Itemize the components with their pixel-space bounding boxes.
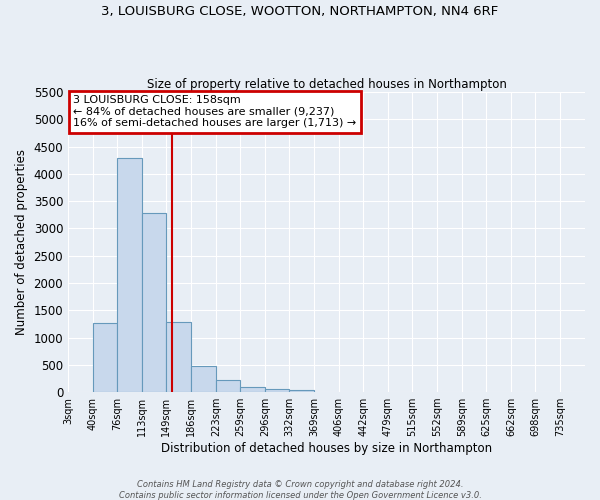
Bar [142,212,166,392]
Bar [93,323,117,392]
Bar [216,380,240,392]
Title: Size of property relative to detached houses in Northampton: Size of property relative to detached ho… [146,78,506,91]
Bar [289,390,314,392]
Text: 3, LOUISBURG CLOSE, WOOTTON, NORTHAMPTON, NN4 6RF: 3, LOUISBURG CLOSE, WOOTTON, NORTHAMPTON… [101,5,499,18]
Bar [265,390,289,392]
Bar [191,366,216,392]
Y-axis label: Number of detached properties: Number of detached properties [15,149,28,335]
Text: Contains HM Land Registry data © Crown copyright and database right 2024.
Contai: Contains HM Land Registry data © Crown c… [119,480,481,500]
Bar [117,158,142,392]
X-axis label: Distribution of detached houses by size in Northampton: Distribution of detached houses by size … [161,442,492,455]
Bar [166,322,191,392]
Bar [240,387,265,392]
Text: 3 LOUISBURG CLOSE: 158sqm
← 84% of detached houses are smaller (9,237)
16% of se: 3 LOUISBURG CLOSE: 158sqm ← 84% of detac… [73,95,356,128]
